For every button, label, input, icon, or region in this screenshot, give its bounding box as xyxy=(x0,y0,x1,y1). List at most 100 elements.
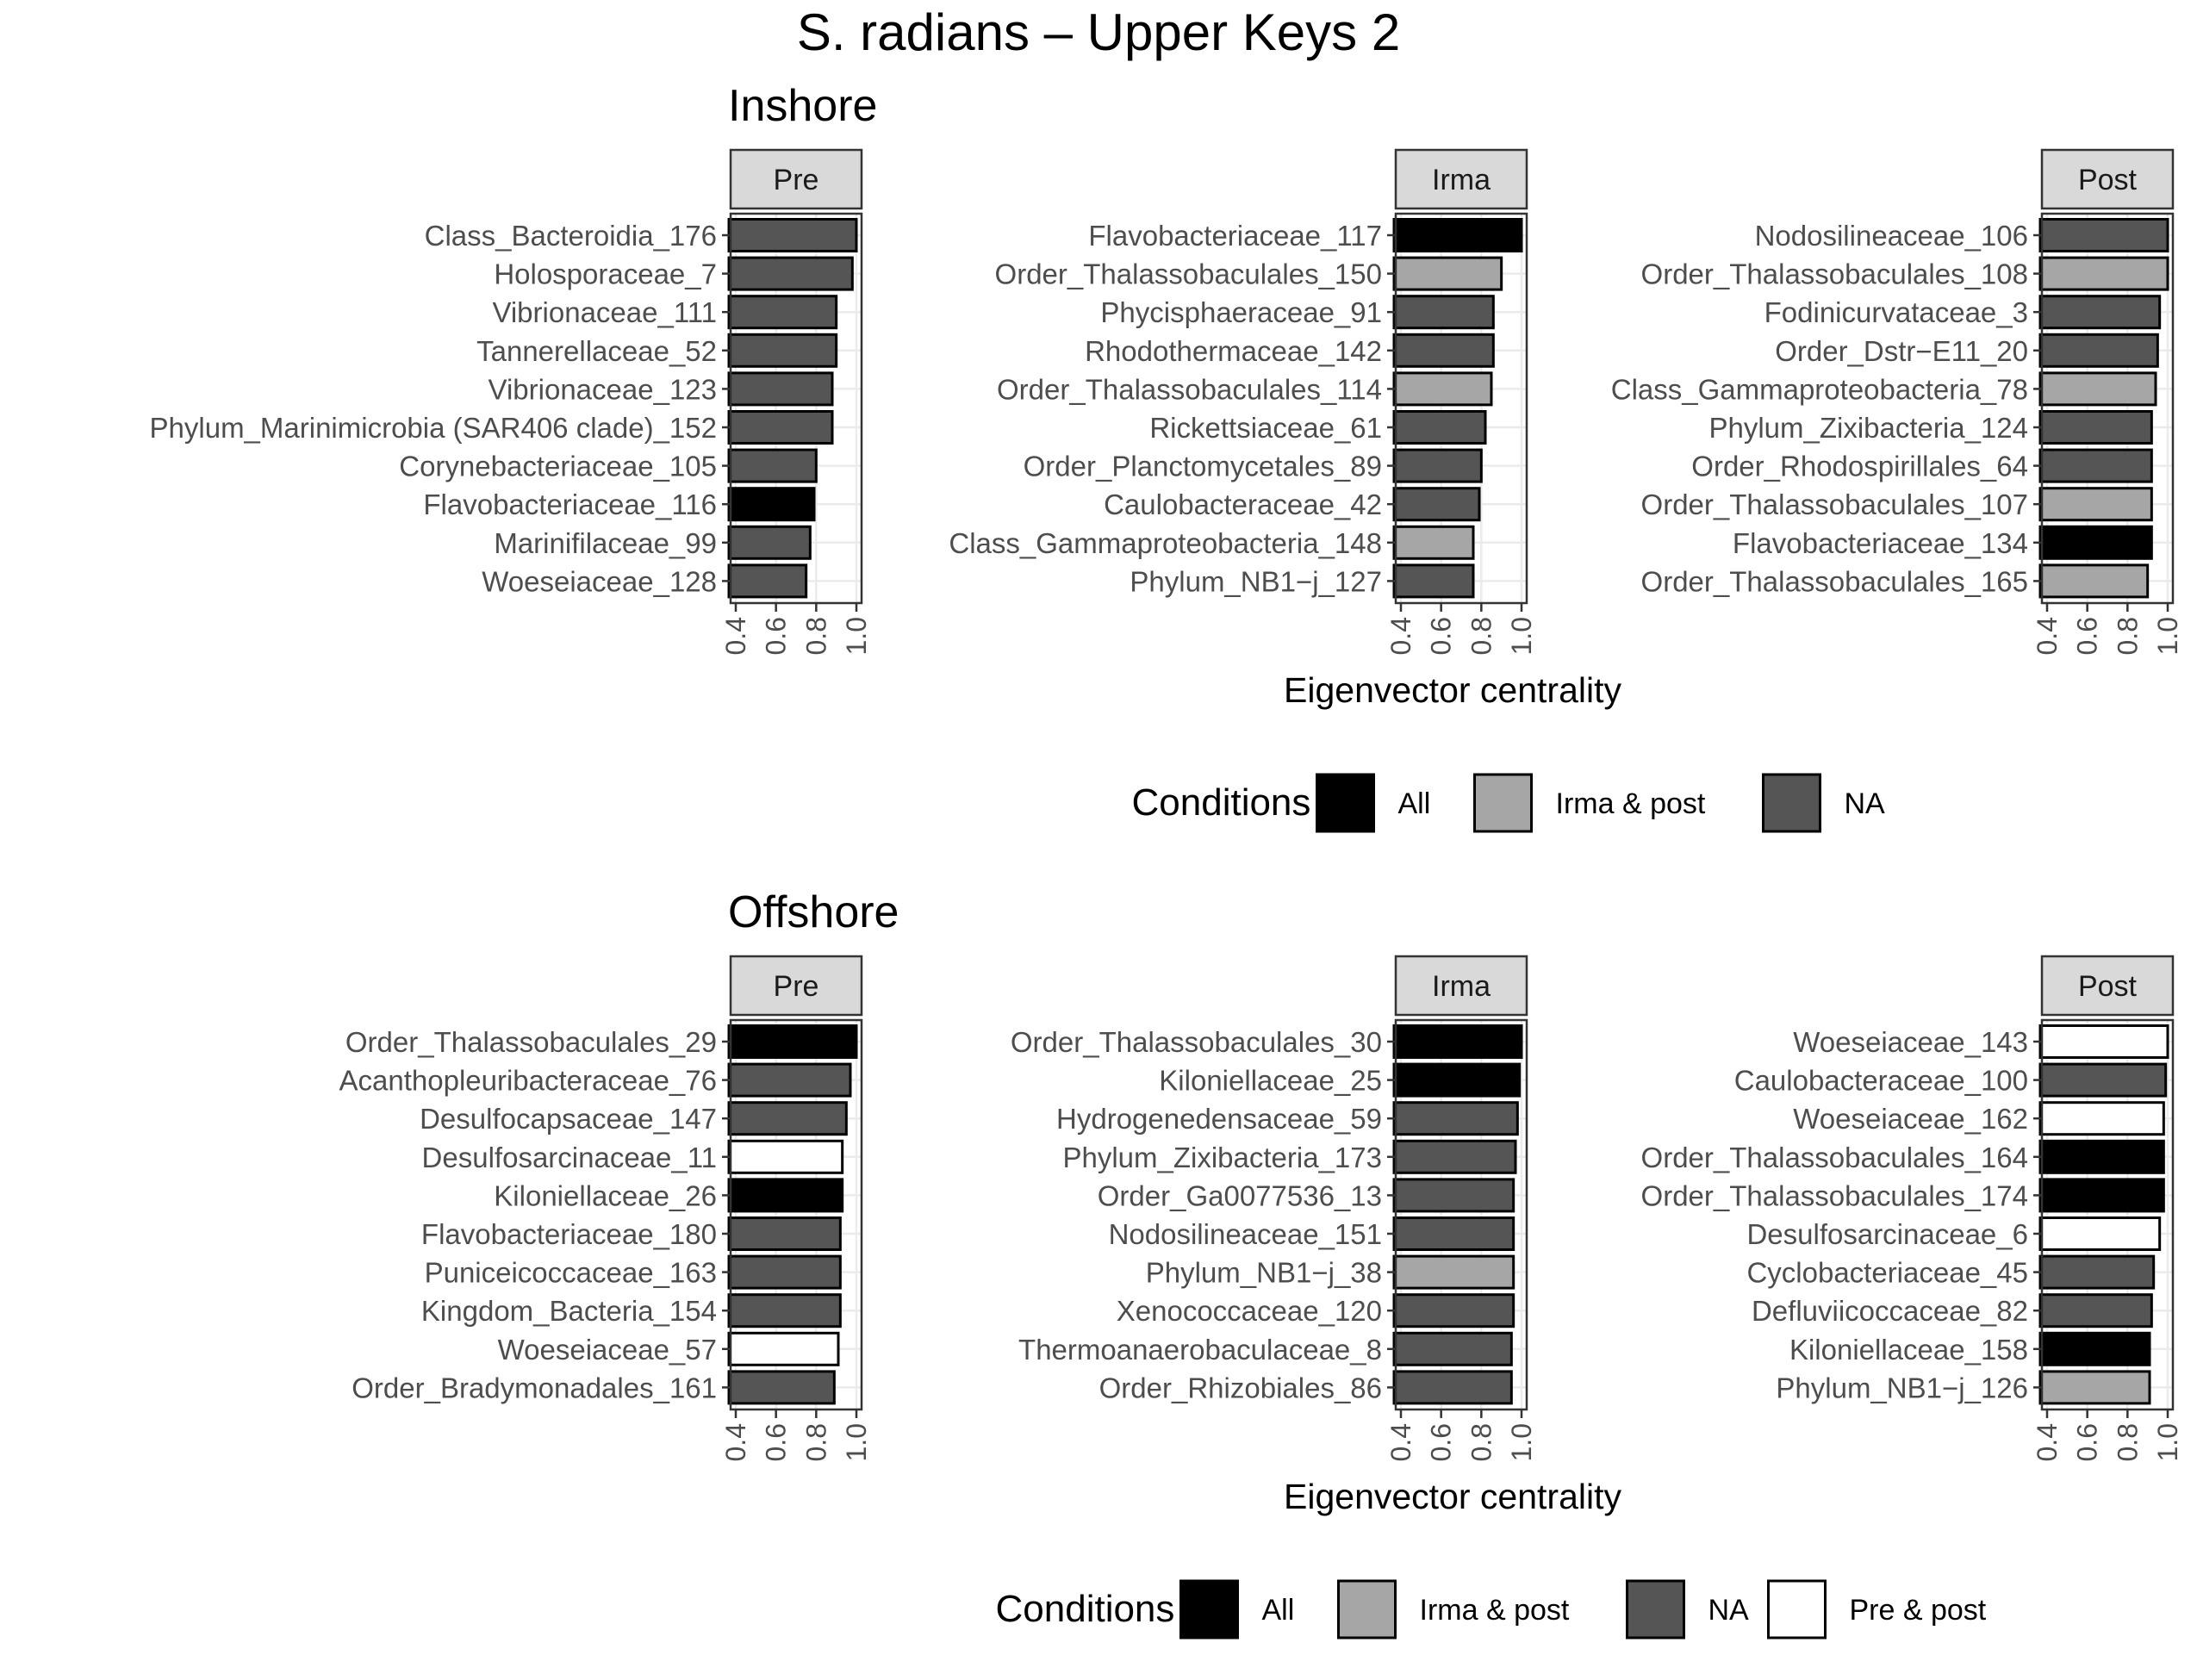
panel-border xyxy=(729,1018,863,1411)
bar xyxy=(727,1024,858,1059)
category-label: Puniceicoccaceae_163 xyxy=(425,1257,717,1289)
x-tick-label: 1.0 xyxy=(1506,617,1537,655)
bar xyxy=(1392,448,1483,483)
legend-label: All xyxy=(1262,1594,1295,1627)
bar xyxy=(1392,487,1481,522)
category-label: Flavobacteriaceae_116 xyxy=(423,488,717,520)
strip-label: Pre xyxy=(774,970,819,1003)
legend-key xyxy=(1337,1579,1397,1640)
category-label: Caulobacteraceae_42 xyxy=(1104,488,1382,520)
x-axis-title: Eigenvector centrality xyxy=(1284,1477,1621,1516)
x-tick-label: 0.8 xyxy=(800,1423,831,1461)
bar xyxy=(2038,1139,2165,1174)
legend-label: Irma & post xyxy=(1420,1594,1570,1627)
legend-label: Irma & post xyxy=(1556,787,1706,820)
bar xyxy=(727,1062,852,1098)
strip-label: Irma xyxy=(1432,164,1491,196)
bar xyxy=(727,1370,836,1405)
legend-label: NA xyxy=(1845,787,1886,820)
bar xyxy=(1392,1216,1515,1251)
bar xyxy=(727,1216,842,1251)
site-title: Inshore xyxy=(728,81,877,131)
bar xyxy=(1392,256,1503,291)
category-label: Order_Planctomycetales_89 xyxy=(1024,451,1382,482)
category-label: Phylum_Marinimicrobia (SAR406 clade)_152 xyxy=(150,412,717,444)
category-label: Acanthopleuribacteraceae_76 xyxy=(339,1065,718,1097)
x-tick-label: 0.6 xyxy=(761,1423,792,1461)
legend-item: Irma & post xyxy=(1337,1579,1570,1640)
strip-label: Post xyxy=(2078,970,2138,1003)
bar xyxy=(1392,525,1475,560)
bar xyxy=(1392,1062,1522,1098)
x-tick-label: 1.0 xyxy=(1506,1423,1537,1461)
category-label: Order_Dstr−E11_20 xyxy=(1775,335,2028,367)
category-label: Woeseiaceae_143 xyxy=(1793,1026,2028,1058)
x-tick-label: 1.0 xyxy=(841,617,872,655)
panel-border xyxy=(729,212,863,605)
bar xyxy=(2038,448,2153,483)
category-label: Phylum_NB1−j_38 xyxy=(1146,1257,1382,1289)
bar xyxy=(2038,371,2157,407)
category-label: Vibrionaceae_111 xyxy=(492,296,717,328)
category-label: Class_Gammaproteobacteria_148 xyxy=(949,527,1382,559)
x-tick-label: 0.4 xyxy=(1385,617,1416,655)
x-tick-label: 0.8 xyxy=(1466,617,1497,655)
bar xyxy=(2038,218,2169,252)
strip-label: Post xyxy=(2078,164,2138,196)
panel-border xyxy=(1394,212,1528,605)
category-label: Kiloniellaceae_158 xyxy=(1789,1334,2028,1366)
site-title: Offshore xyxy=(728,887,899,937)
category-label: Order_Rhodospirillales_64 xyxy=(1691,451,2028,482)
strip-box xyxy=(1394,955,1528,1017)
bar xyxy=(727,487,816,522)
category-label: Order_Thalassobaculales_30 xyxy=(1011,1026,1382,1058)
category-label: Class_Gammaproteobacteria_78 xyxy=(1611,373,2028,405)
x-tick-label: 1.0 xyxy=(2152,617,2183,655)
bar xyxy=(727,1293,842,1328)
category-label: Rickettsiaceae_61 xyxy=(1149,412,1382,444)
category-label: Tannerellaceae_52 xyxy=(476,335,717,367)
category-label: Flavobacteriaceae_134 xyxy=(1733,527,2028,559)
category-label: Desulfocapsaceae_147 xyxy=(420,1103,717,1135)
strip-box xyxy=(2040,148,2175,210)
figure-title: S. radians – Upper Keys 2 xyxy=(797,3,1400,61)
bar xyxy=(727,218,858,252)
category-label: Defluviicoccaceae_82 xyxy=(1752,1295,2028,1327)
category-label: Order_Thalassobaculales_29 xyxy=(345,1026,717,1058)
bar xyxy=(2038,1370,2151,1405)
bar xyxy=(727,410,834,445)
bar xyxy=(1392,1101,1519,1136)
legend-title: Conditions xyxy=(1132,781,1311,824)
bar xyxy=(727,1331,840,1366)
chart-block-inshore: Inshore Pre Class_Bacteroidia_176 Holospora… xyxy=(150,81,2183,833)
bar xyxy=(1392,295,1495,330)
category-label: Order_Ga0077536_13 xyxy=(1098,1179,1382,1211)
strip-box xyxy=(2040,955,2175,1017)
category-label: Flavobacteriaceae_117 xyxy=(1088,220,1382,252)
bar xyxy=(1392,1331,1513,1366)
category-label: Order_Thalassobaculales_107 xyxy=(1641,488,2028,520)
legend-item: All xyxy=(1316,773,1430,833)
x-tick-label: 0.4 xyxy=(2032,617,2063,655)
bar xyxy=(727,1178,844,1213)
legend-key xyxy=(1767,1579,1827,1640)
chart-blocks: Inshore Pre Class_Bacteroidia_176 Holospora… xyxy=(150,81,2183,1640)
category-label: Rhodothermaceae_142 xyxy=(1085,335,1382,367)
bar xyxy=(727,1101,848,1136)
category-label: Phylum_Zixibacteria_173 xyxy=(1062,1142,1382,1173)
x-tick-label: 0.6 xyxy=(2072,1423,2103,1461)
x-tick-label: 0.8 xyxy=(2112,1423,2143,1461)
legend-key xyxy=(1473,773,1533,833)
strip-label: Irma xyxy=(1432,970,1491,1003)
legend-key xyxy=(1626,1579,1685,1640)
panel-border xyxy=(2040,212,2175,605)
category-label: Kingdom_Bacteria_154 xyxy=(421,1295,717,1327)
bar xyxy=(2038,333,2159,368)
bar xyxy=(2038,1293,2153,1328)
panel-pre: Pre Order_Thalassobaculales_29 Acanthopleu… xyxy=(339,955,872,1461)
panel-post: Post Woeseiaceae_143 Caulobacteraceae_100 W… xyxy=(1641,955,2183,1461)
x-tick-label: 0.6 xyxy=(1426,1423,1457,1461)
legend-item: NA xyxy=(1626,1579,1749,1640)
category-label: Order_Thalassobaculales_165 xyxy=(1641,565,2028,597)
